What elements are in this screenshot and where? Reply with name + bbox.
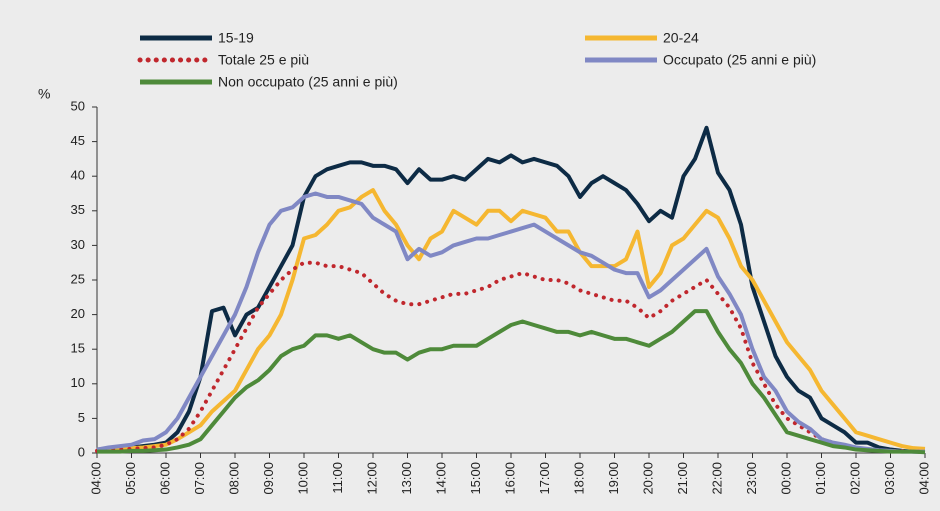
y-tick-label: 50 [71,98,85,113]
y-tick-label: 15 [71,341,85,356]
x-tick-label: 12:00 [364,462,379,495]
legend-label: 20-24 [663,30,699,46]
x-tick-label: 06:00 [157,462,172,495]
x-tick-label: 13:00 [399,462,414,495]
x-tick-label: 04:00 [916,462,931,495]
legend-label: Occupato (25 anni e più) [663,52,816,68]
legend-label: Totale 25 e più [218,52,309,68]
x-tick-label: 05:00 [123,462,138,495]
legend-label: Non occupato (25 anni e più) [218,74,398,90]
x-tick-label: 15:00 [468,462,483,495]
x-tick-label: 10:00 [295,462,310,495]
series-line [95,260,927,454]
series-line [96,188,926,453]
series-line [97,309,926,455]
x-tick-label: 01:00 [813,462,828,495]
x-tick-label: 03:00 [882,462,897,495]
x-tick-label: 20:00 [640,462,655,495]
legend-label: 15-19 [218,30,254,46]
y-tick-label: 10 [71,375,85,390]
x-tick-label: 04:00 [88,462,103,495]
series-line [96,125,925,454]
x-tick-label: 18:00 [571,462,586,495]
y-tick-label: 45 [71,133,85,148]
series-line [96,191,925,454]
x-tick-label: 19:00 [606,462,621,495]
y-tick-label: 0 [78,444,85,459]
x-tick-label: 23:00 [744,462,759,495]
x-tick-label: 17:00 [537,462,552,495]
x-tick-label: 07:00 [192,462,207,495]
x-tick-label: 21:00 [675,462,690,495]
x-tick-label: 09:00 [261,462,276,495]
x-tick-label: 08:00 [226,462,241,495]
y-tick-label: 40 [71,168,85,183]
y-axis-label: % [38,86,50,102]
x-tick-label: 11:00 [330,462,345,494]
x-tick-label: 22:00 [709,462,724,495]
y-tick-label: 5 [78,410,85,425]
x-tick-label: 16:00 [502,462,517,495]
y-tick-label: 35 [71,202,85,217]
x-tick-label: 00:00 [778,462,793,495]
x-tick-label: 02:00 [847,462,862,495]
y-tick-label: 25 [71,271,85,286]
y-tick-label: 20 [71,306,85,321]
x-tick-label: 14:00 [433,462,448,495]
y-tick-label: 30 [71,237,85,252]
